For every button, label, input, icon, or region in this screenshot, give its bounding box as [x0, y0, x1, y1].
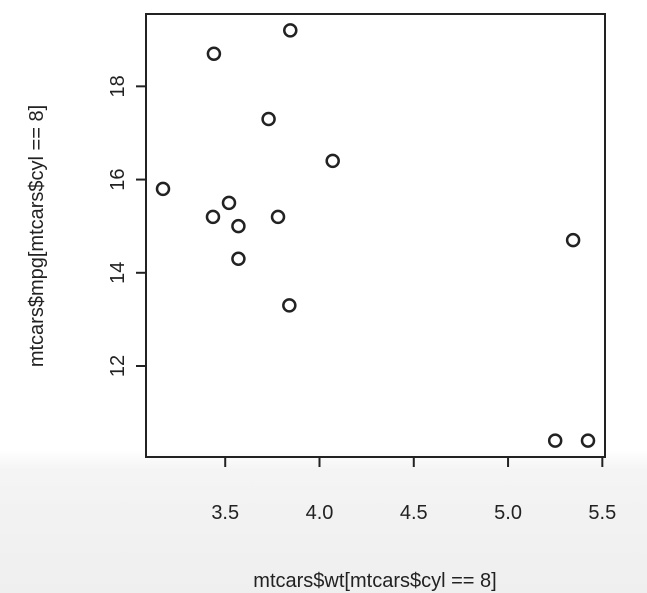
data-point	[261, 111, 276, 127]
plot-box	[145, 13, 606, 458]
data-points	[155, 23, 596, 448]
x-tick-label: 4.0	[306, 502, 334, 524]
data-point	[282, 298, 297, 313]
data-point	[547, 433, 563, 448]
data-point	[283, 23, 298, 38]
x-tick-label: 5.5	[588, 502, 616, 524]
x-axis: 3.5 4.0 4.5 5.0 5.5	[211, 456, 616, 524]
data-point	[565, 232, 581, 248]
y-axis: 12 14 16 18	[107, 75, 147, 377]
y-tick-label: 18	[107, 75, 129, 97]
data-point	[221, 195, 237, 211]
x-tick-label: 3.5	[211, 502, 239, 524]
data-point	[270, 209, 286, 225]
y-tick-label: 16	[107, 168, 129, 190]
y-tick-label: 14	[107, 262, 129, 284]
x-axis-title: mtcars$wt[mtcars$cyl == 8]	[253, 570, 496, 592]
data-point	[325, 153, 340, 169]
data-point	[580, 433, 596, 448]
x-tick-label: 4.5	[400, 502, 428, 524]
data-point	[231, 218, 246, 234]
y-tick-label: 12	[107, 355, 129, 377]
data-point	[155, 181, 171, 197]
data-point	[231, 251, 246, 267]
data-point	[206, 46, 222, 61]
y-axis-title: mtcars$mpg[mtcars$cyl == 8]	[26, 105, 48, 367]
data-point	[205, 209, 221, 225]
x-tick-label: 5.0	[494, 502, 522, 524]
